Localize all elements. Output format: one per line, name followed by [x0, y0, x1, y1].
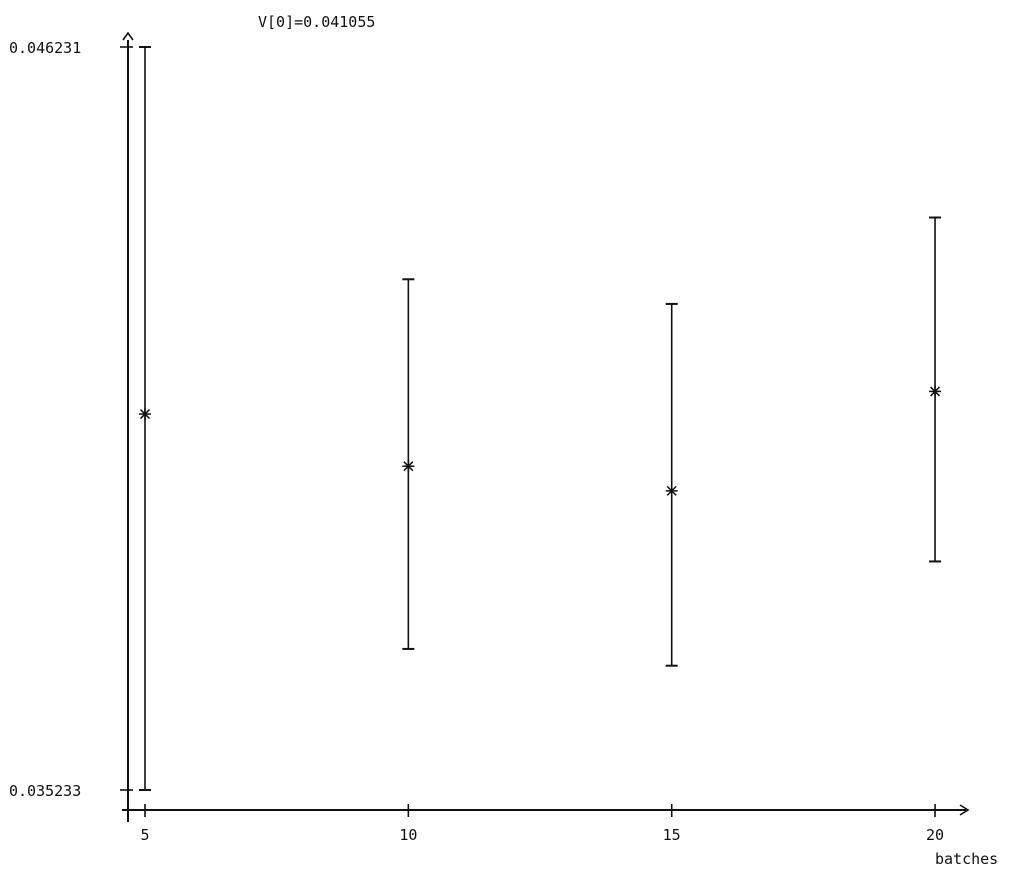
mean-marker — [929, 385, 942, 398]
x-tick-label: 20 — [926, 826, 944, 844]
x-axis-label: batches — [935, 850, 998, 868]
marker-stroke — [666, 485, 677, 496]
mean-marker — [402, 460, 415, 473]
x-tick-label: 5 — [140, 826, 149, 844]
error-bar-point — [665, 302, 678, 667]
x-tick-label: 10 — [399, 826, 417, 844]
mean-marker — [665, 484, 678, 497]
error-bar-point — [402, 278, 415, 650]
marker-stroke — [403, 461, 414, 472]
chart-title: V[0]=0.041055 — [258, 13, 375, 31]
error-bar-point — [929, 216, 942, 563]
y-axis-arrow — [122, 31, 134, 41]
x-ticks: 5 10 15 20 — [140, 804, 944, 844]
y-tick-label-max: 0.046231 — [9, 39, 81, 57]
y-tick-label-min: 0.035233 — [9, 782, 81, 800]
error-bars — [139, 46, 942, 791]
mean-marker — [139, 408, 151, 421]
error-bar-point — [139, 46, 151, 791]
x-tick-label: 15 — [663, 826, 681, 844]
x-axis-arrow — [959, 804, 970, 816]
marker-stroke — [139, 409, 151, 420]
marker-stroke — [930, 386, 941, 397]
